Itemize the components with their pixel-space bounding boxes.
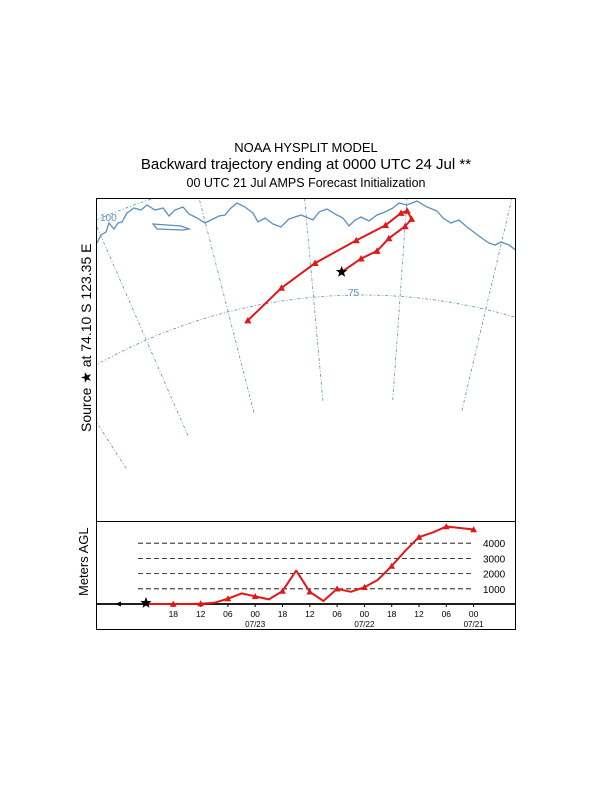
date-label: 07/21 [464, 620, 485, 629]
meridian-line [461, 199, 513, 411]
model-title: NOAA HYSPLIT MODEL [234, 140, 378, 155]
altitude-marker [333, 585, 341, 592]
trajectory-marker [352, 236, 360, 244]
antarctic-coastline [97, 200, 515, 251]
time-tick-label: 12 [305, 609, 315, 619]
altitude-marker [197, 600, 204, 607]
altitude-marker [306, 588, 314, 595]
altitude-marker [388, 562, 396, 569]
time-tick-label: 06 [223, 609, 233, 619]
altitude-marker [251, 593, 259, 600]
altitude-marker [442, 523, 450, 530]
altitude-marker [470, 526, 477, 533]
trajectory-marker [401, 222, 409, 230]
altitude-tick-label: 3000 [483, 554, 506, 565]
altitude-marker [361, 583, 368, 590]
time-tick-label: 18 [169, 609, 179, 619]
altitude-chart: 1000 2000 3000 4000 18 12 06 00 18 12 06 00 18 12 06 0… [96, 522, 516, 630]
altitude-axis-label: Meters AGL [76, 527, 91, 596]
time-tick-label: 12 [196, 609, 206, 619]
time-tick-label: 00 [250, 609, 260, 619]
latitude-75-label: 75 [348, 288, 360, 299]
trajectory-title: Backward trajectory ending at 0000 UTC 2… [140, 156, 472, 173]
time-tick-label: 00 [360, 609, 370, 619]
trajectory-marker [373, 247, 381, 254]
trajectory-map: 100 75 [96, 198, 516, 522]
date-label: 07/23 [245, 620, 266, 629]
map-graticule [97, 199, 515, 469]
meridian-line [97, 422, 127, 469]
trajectory-marker [381, 221, 390, 229]
altitude-marker [169, 600, 177, 607]
altitude-marker [224, 595, 232, 602]
date-label: 07/22 [354, 620, 375, 629]
source-location-label: Source ★ at 74.10 S 123.35 E [78, 243, 94, 432]
altitude-marker [279, 587, 286, 594]
trajectory-marker [277, 284, 286, 291]
time-tick-label: 12 [414, 609, 424, 619]
trajectory-marker [357, 255, 365, 262]
altitude-marker [415, 533, 423, 540]
altitude-gridlines: 1000 2000 3000 4000 [138, 539, 506, 596]
ice-shelf-edge [151, 223, 192, 231]
altitude-tick-label: 4000 [483, 539, 506, 550]
meridian-line [97, 226, 189, 436]
altitude-source-star [140, 597, 152, 608]
trajectory-marker [244, 316, 252, 324]
trajectory-marker [407, 215, 416, 222]
time-tick-label: 06 [332, 609, 342, 619]
trajectory-marker [403, 207, 411, 214]
trajectory-marker [311, 259, 319, 267]
forecast-subtitle: 00 UTC 21 Jul AMPS Forecast Initializati… [186, 176, 426, 190]
meridian-line [304, 199, 324, 401]
longitude-100-label: 100 [100, 213, 117, 224]
parallel-line [97, 199, 153, 221]
time-tick-label: 00 [469, 609, 479, 619]
time-tick-label: 06 [442, 609, 452, 619]
trajectory-path [244, 207, 416, 324]
trajectory-marker [397, 209, 405, 216]
altitude-tick-label: 2000 [483, 570, 506, 581]
meridian-line [392, 199, 408, 401]
altitude-tick-label: 1000 [483, 585, 506, 596]
time-tick-label: 18 [278, 609, 288, 619]
axis-arrow-marker [115, 601, 121, 607]
parallel-line [97, 294, 515, 365]
trajectory-marker [385, 234, 393, 242]
source-star-marker [335, 266, 348, 277]
time-tick-label: 18 [387, 609, 397, 619]
meridian-line [198, 199, 255, 413]
altitude-series [140, 523, 477, 608]
